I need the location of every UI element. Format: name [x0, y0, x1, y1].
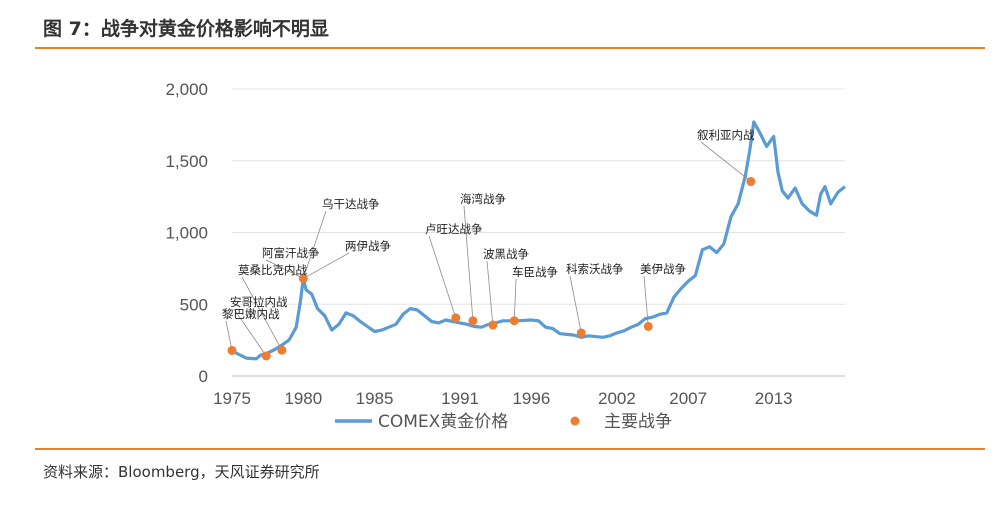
annotation-label: 海湾战争: [460, 192, 506, 206]
annotation-label: 两伊战争: [345, 239, 391, 253]
figure-title: 图 7：战争对黄金价格影响不明显: [43, 18, 329, 40]
legend-marker-swatch: [570, 416, 580, 426]
x-tick-label: 2002: [598, 389, 636, 408]
x-tick-label: 1991: [441, 389, 479, 408]
annotation-label: 莫桑比克内战: [238, 263, 307, 277]
series-line-comex-gold: [231, 120, 847, 361]
war-point: [576, 328, 586, 338]
legend-label-wars: 主要战争: [604, 412, 672, 432]
y-tick-label: 500: [180, 295, 208, 314]
annotation-leader: [265, 259, 304, 279]
war-markers: [227, 177, 756, 361]
x-axis-ticks: 1975 1980 1985 1991 1996 2002 2007 2013: [213, 389, 793, 408]
annotation-leader: [569, 275, 582, 334]
annotation-label: 阿富汗战争: [262, 246, 320, 260]
war-point: [298, 273, 308, 283]
annotation-label: 波黑战争: [483, 247, 529, 261]
y-tick-label: 1,500: [165, 152, 208, 171]
annotation-label: 车臣战争: [512, 265, 558, 279]
war-point: [488, 320, 498, 330]
war-point: [643, 321, 653, 331]
annotation-label: 科索沃战争: [566, 262, 624, 276]
annotation-leader: [225, 320, 233, 351]
annotation-leader: [303, 252, 350, 279]
annotation-label: 乌干达战争: [322, 197, 380, 211]
war-point: [468, 316, 478, 326]
x-tick-label: 1996: [512, 389, 550, 408]
annotation-leader: [486, 260, 494, 326]
y-tick-label: 0: [199, 367, 208, 386]
y-tick-label: 2,000: [165, 80, 208, 99]
x-tick-label: 2007: [669, 389, 707, 408]
annotation-leader: [241, 276, 283, 351]
source-note: 资料来源：Bloomberg，天风证券研究所: [43, 463, 320, 481]
annotation-leader: [233, 308, 267, 357]
y-axis-ticks: 0 500 1,000 1,500 2,000: [165, 80, 208, 386]
war-point: [451, 313, 461, 323]
x-tick-label: 2013: [755, 389, 793, 408]
gridlines: [232, 88, 845, 305]
footer-rule: [35, 448, 985, 450]
annotation-label: 黎巴嫩内战: [222, 307, 280, 321]
y-tick-label: 1,000: [165, 224, 208, 243]
annotation-label: 叙利亚内战: [697, 128, 755, 142]
annotation-leader: [428, 235, 457, 319]
annotation-leaders: [225, 141, 752, 357]
war-point: [746, 177, 756, 187]
annotation-leader: [700, 141, 752, 182]
annotation-label: 安哥拉内战: [230, 295, 288, 309]
annotation-label: 美伊战争: [640, 262, 686, 276]
annotation-label: 卢旺达战争: [425, 222, 483, 236]
war-point: [509, 316, 519, 326]
annotation-leader: [643, 275, 649, 327]
war-point: [277, 345, 287, 355]
annotation-leader: [463, 205, 474, 321]
war-point: [227, 345, 237, 355]
annotation-leader: [302, 210, 327, 279]
legend: COMEX黄金价格 主要战争: [335, 412, 672, 432]
x-tick-label: 1985: [356, 389, 394, 408]
header-rule: [35, 47, 985, 49]
x-tick-label: 1975: [213, 389, 251, 408]
x-tick-label: 1980: [284, 389, 322, 408]
annotation-leader: [513, 278, 517, 321]
legend-label-comex-gold: COMEX黄金价格: [378, 412, 508, 432]
war-point: [261, 351, 271, 361]
